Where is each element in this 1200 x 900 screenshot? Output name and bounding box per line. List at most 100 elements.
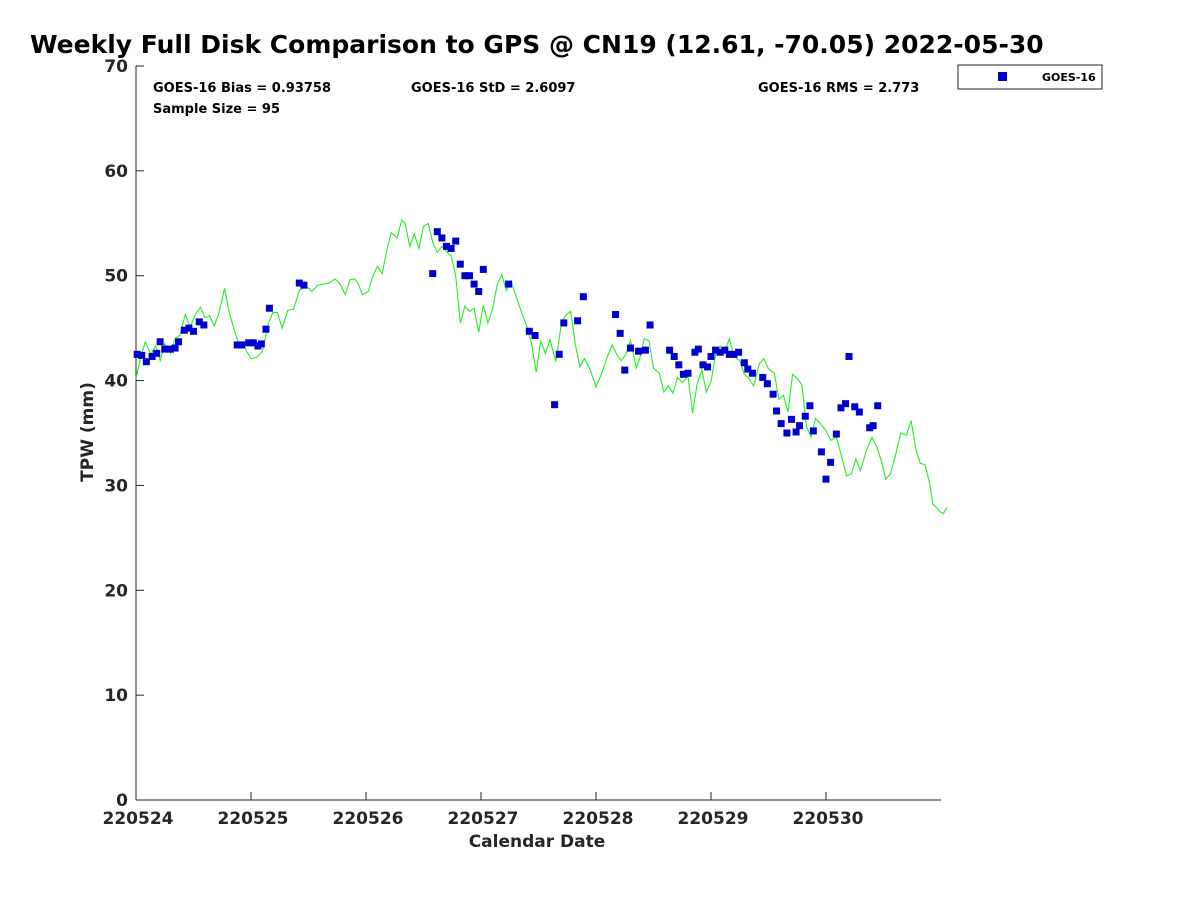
data-point-goes16: [452, 237, 460, 245]
y-axis-label: TPW (mm): [78, 382, 98, 482]
data-point-goes16: [295, 279, 303, 287]
data-point-goes16: [666, 346, 674, 354]
x-tick-label: 220525: [218, 809, 289, 829]
data-point-goes16: [748, 369, 756, 377]
data-point-goes16: [635, 347, 643, 355]
data-point-goes16: [148, 352, 156, 360]
data-point-goes16: [612, 311, 620, 319]
data-point-goes16: [142, 358, 150, 366]
data-point-goes16: [806, 402, 814, 410]
data-point-goes16: [249, 339, 257, 347]
x-tick-label: 220527: [448, 809, 519, 829]
data-point-goes16: [845, 352, 853, 360]
data-point-goes16: [525, 327, 533, 335]
data-point-goes16: [133, 350, 141, 358]
data-point-goes16: [817, 448, 825, 456]
data-point-goes16: [138, 351, 146, 359]
y-tick-label: 50: [104, 267, 128, 287]
data-point-goes16: [707, 352, 715, 360]
data-point-goes16: [171, 344, 179, 352]
y-tick-label: 40: [104, 372, 128, 392]
data-point-goes16: [837, 404, 845, 412]
data-point-goes16: [574, 317, 582, 325]
data-point-goes16: [855, 408, 863, 416]
legend: GOES-16: [957, 64, 1103, 90]
data-point-goes16: [195, 318, 203, 326]
y-tick-label: 30: [104, 476, 128, 496]
data-point-goes16: [238, 341, 246, 349]
data-point-goes16: [730, 350, 738, 358]
stat-std: GOES-16 StD = 2.6097: [411, 81, 575, 96]
data-point-goes16: [466, 272, 473, 280]
data-point-goes16: [716, 348, 724, 356]
data-point-goes16: [712, 346, 720, 354]
data-point-goes16: [300, 281, 308, 289]
data-point-goes16: [555, 350, 563, 358]
data-point-goes16: [763, 380, 771, 388]
data-point-goes16: [788, 415, 795, 423]
data-point-goes16: [827, 458, 835, 466]
series-line: [135, 219, 948, 515]
data-point-goes16: [777, 420, 785, 428]
data-point-goes16: [832, 430, 840, 438]
stat-bias: GOES-16 Bias = 0.93758: [153, 81, 331, 96]
data-point-goes16: [646, 321, 654, 329]
data-point-goes16: [744, 365, 752, 373]
data-point-goes16: [262, 325, 270, 333]
data-point-goes16: [725, 350, 733, 358]
data-point-goes16: [783, 429, 791, 437]
data-point-goes16: [721, 346, 729, 354]
legend-marker-goes16: [998, 72, 1007, 81]
data-point-goes16: [153, 349, 161, 357]
data-point-goes16: [167, 345, 174, 353]
data-point-goes16: [429, 270, 437, 278]
data-point-goes16: [579, 293, 587, 301]
data-point-goes16: [769, 390, 777, 398]
data-point-goes16: [185, 324, 193, 332]
data-point-goes16: [670, 352, 678, 360]
data-point-goes16: [740, 359, 748, 367]
data-point-goes16: [433, 228, 441, 236]
data-point-goes16: [161, 345, 169, 353]
y-axis-ticks: 0 10 20 30 40 50 60 70: [104, 57, 144, 811]
y-tick-label: 60: [104, 162, 128, 182]
data-point-goes16: [616, 329, 624, 337]
data-point-goes16: [175, 338, 183, 346]
chart-title: Weekly Full Disk Comparison to GPS @ CN1…: [30, 30, 1044, 59]
x-axis-label: Calendar Date: [469, 832, 606, 852]
data-point-goes16: [809, 427, 817, 435]
data-point-goes16: [265, 304, 273, 312]
x-tick-label: 220526: [333, 809, 404, 829]
x-tick-label: 220528: [563, 809, 634, 829]
legend-box: [957, 64, 1103, 90]
data-point-goes16: [156, 338, 164, 346]
data-point-goes16: [759, 373, 767, 381]
data-point-goes16: [531, 331, 539, 339]
x-tick-label: 220530: [793, 809, 864, 829]
data-point-goes16: [443, 242, 450, 250]
data-point-goes16: [679, 370, 687, 378]
data-point-goes16: [257, 340, 265, 348]
data-point-goes16: [851, 403, 859, 411]
x-tick-label: 220524: [103, 809, 174, 829]
data-point-goes16: [801, 412, 809, 420]
stat-rms: GOES-16 RMS = 2.773: [758, 81, 919, 96]
data-point-goes16: [461, 272, 469, 280]
data-point-goes16: [180, 326, 188, 334]
legend-label-goes16: GOES-16: [1042, 71, 1096, 84]
data-point-goes16: [874, 402, 882, 410]
data-point-goes16: [200, 321, 208, 329]
x-axis-ticks: 220524 220525 220526 220527 220528 220529 2205…: [103, 792, 864, 829]
data-point-goes16: [551, 401, 559, 409]
scatter-series: [133, 228, 882, 483]
y-tick-label: 20: [104, 581, 128, 601]
data-point-goes16: [447, 244, 455, 252]
data-point-goes16: [869, 422, 877, 430]
x-tick-label: 220529: [678, 809, 749, 829]
y-tick-label: 0: [116, 791, 128, 811]
data-point-goes16: [684, 369, 692, 377]
data-point-goes16: [796, 422, 804, 430]
data-point-goes16: [190, 327, 197, 335]
data-point-goes16: [699, 361, 707, 369]
